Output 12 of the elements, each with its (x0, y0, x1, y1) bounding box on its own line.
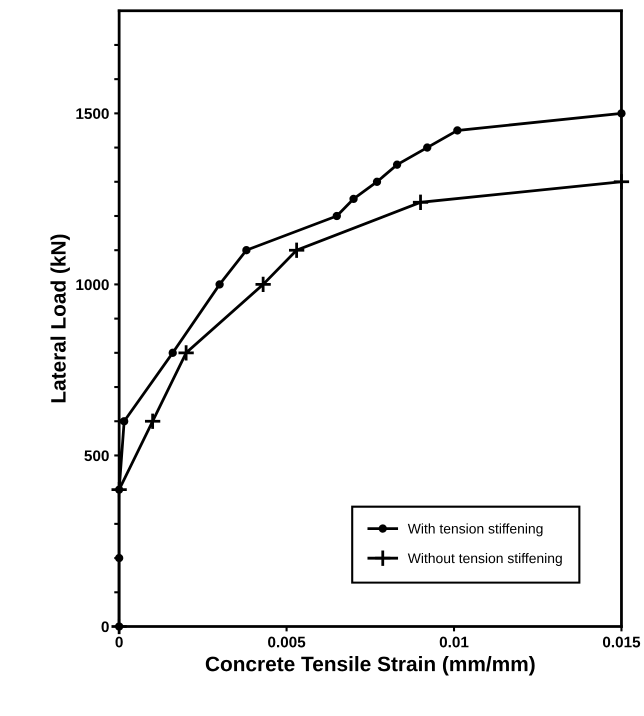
x-tick-label: 0.015 (602, 636, 640, 648)
y-tick-label: 0 (102, 621, 109, 632)
y-tick-label: 1000 (76, 279, 109, 290)
y-tick-label: 1500 (76, 108, 109, 120)
x-axis-title: Concrete Tensile Strain (mm/mm) (206, 656, 535, 676)
legend-label: With tension stiffening (408, 523, 542, 536)
x-tick-label: 0.005 (268, 636, 306, 648)
x-tick-label: 0.01 (440, 636, 468, 648)
legend-label: Without tension stiffening (408, 552, 562, 566)
y-axis-title: Lateral Load (kN) (50, 234, 70, 402)
y-tick-label: 500 (84, 450, 109, 462)
x-tick-label: 0 (115, 636, 123, 648)
